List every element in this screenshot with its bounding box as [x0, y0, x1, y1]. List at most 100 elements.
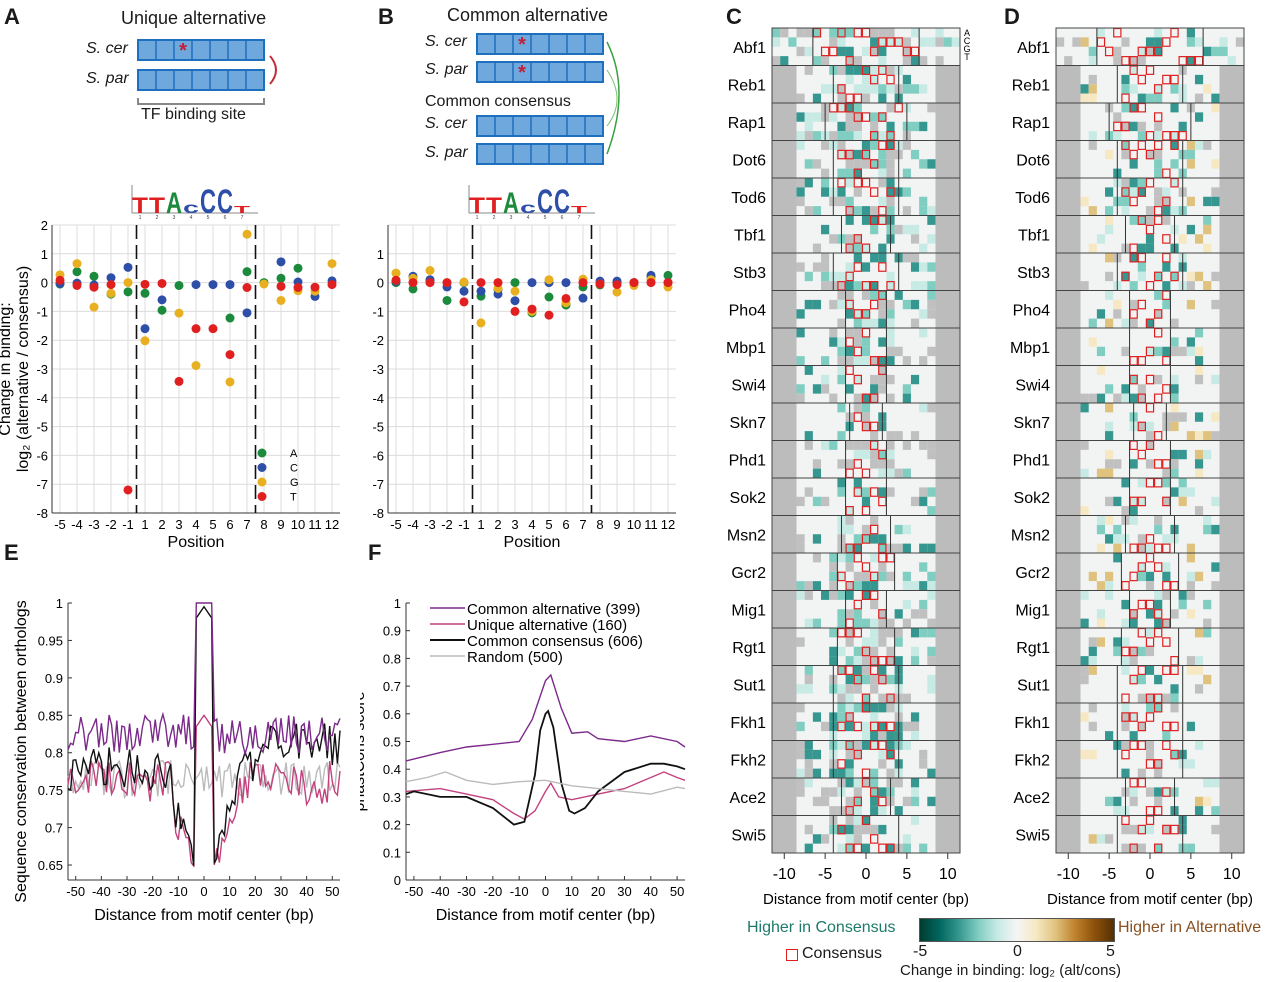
- heatmap-cell: [910, 609, 920, 619]
- consensus-box: [853, 262, 863, 272]
- heatmap-cell: [821, 271, 830, 282]
- heatmap-cell: [1145, 421, 1155, 432]
- heatmap-row-label: Mig1: [1015, 602, 1050, 619]
- heatmap-cell: [853, 65, 862, 75]
- heatmap-cell: [853, 403, 862, 413]
- heatmap-cell: [1129, 843, 1138, 853]
- x-tick-label: 4: [528, 517, 535, 532]
- consensus-box: [845, 271, 854, 282]
- colorbar: [919, 918, 1115, 942]
- heatmap-cell: [804, 665, 813, 675]
- heatmap-row: [771, 665, 961, 704]
- heatmap-cell: [870, 628, 879, 638]
- heatmap-cell: [1145, 749, 1155, 760]
- y-tick-label: 0.75: [38, 783, 63, 798]
- heatmap-cell: [1080, 93, 1089, 103]
- heatmap-cell: [1137, 178, 1146, 188]
- heatmap-row-label: Dot6: [1016, 152, 1050, 169]
- heatmap-cell: [1170, 159, 1179, 169]
- consensus-box: [861, 112, 871, 122]
- heatmap-cell: [1154, 346, 1163, 357]
- heatmap-cell: [1170, 487, 1179, 497]
- heatmap-cell: [861, 46, 871, 57]
- data-point-T: [527, 304, 537, 314]
- consensus-box: [861, 646, 871, 657]
- heatmap-cell: [821, 356, 830, 366]
- heatmap-cell: [1105, 731, 1114, 741]
- heatmap-cell: [894, 778, 903, 788]
- heatmap-cell: [878, 703, 887, 713]
- heatmap-cell: [821, 262, 830, 272]
- heatmap-cell: [796, 328, 805, 338]
- heatmap-cell: [1211, 196, 1220, 207]
- heatmap-cell: [902, 56, 911, 66]
- mutation-asterisk: *: [518, 62, 526, 84]
- heatmap-row: [1055, 665, 1245, 704]
- heatmap-cell: [919, 121, 928, 132]
- heatmap-row-label: Tbf1: [1018, 227, 1050, 244]
- heatmap-cell: [1121, 721, 1130, 732]
- heatmap-cell: [1080, 468, 1089, 478]
- heatmap-cell: [1194, 74, 1204, 85]
- heatmap-cell: [812, 553, 822, 563]
- heatmap-cell: [837, 356, 846, 366]
- heatmap-cell: [1145, 346, 1155, 357]
- heatmap-cell: [861, 656, 871, 666]
- heatmap-cell: [1080, 440, 1089, 450]
- heatmap-cell: [845, 299, 854, 310]
- heatmap-cell: [1088, 637, 1097, 647]
- heatmap-cell: [878, 168, 887, 178]
- heatmap-cell: [861, 665, 871, 675]
- heatmap-cell: [861, 159, 871, 169]
- heatmap-cell: [919, 37, 928, 47]
- data-point-T: [510, 306, 520, 316]
- heatmap-cell: [1162, 693, 1171, 703]
- heatmap-cell: [772, 37, 781, 47]
- x-tick-label: -40: [431, 884, 450, 899]
- x-tick-label: 5: [545, 517, 552, 532]
- x-tick-label: -10: [1057, 866, 1080, 883]
- heatmap-row: [771, 440, 961, 479]
- heatmap-cell: [1096, 468, 1106, 478]
- heatmap-row: [771, 290, 961, 329]
- heatmap-row-label: Mbp1: [1010, 340, 1050, 357]
- heatmap-cell: [796, 28, 805, 38]
- heatmap-cell: [1137, 56, 1146, 66]
- heatmap-cell: [837, 187, 846, 197]
- heatmap-cell: [837, 140, 846, 150]
- heatmap-row: [771, 27, 961, 66]
- heatmap-cell: [1227, 56, 1236, 66]
- heatmap-cell: [845, 384, 854, 394]
- heatmap-cell: [845, 56, 854, 66]
- heatmap-cell: [796, 778, 805, 788]
- data-point-T: [476, 278, 486, 288]
- heatmap-row: [1055, 215, 1245, 254]
- heatmap-cell: [845, 637, 854, 647]
- data-point-T: [459, 297, 469, 307]
- heatmap-cell: [919, 440, 928, 450]
- heatmap-cell: [845, 506, 854, 516]
- heatmap-cell: [919, 628, 928, 638]
- heatmap-cell: [1162, 346, 1171, 357]
- heatmap-cell: [1203, 515, 1212, 525]
- x-tick-label: 10: [565, 884, 579, 899]
- heatmap-cell: [910, 628, 920, 638]
- y-tick-label: 1: [394, 596, 401, 611]
- heatmap-cell: [1121, 665, 1130, 675]
- consensus-box: [1145, 759, 1155, 769]
- heatmap-cell: [878, 28, 887, 38]
- heatmap-cell: [829, 234, 838, 244]
- panel-b-consensus-par: S. par: [425, 144, 468, 161]
- consensus-box: [869, 487, 879, 497]
- heatmap-cell: [1088, 140, 1097, 150]
- heatmap-cell: [870, 74, 879, 85]
- heatmap-cell: [812, 243, 822, 253]
- heatmap-cell: [1211, 159, 1220, 169]
- heatmap-cell: [1186, 609, 1195, 619]
- consensus-box: [853, 234, 863, 244]
- panel-b-species-par: S. par: [425, 61, 468, 78]
- heatmap-cell: [1154, 159, 1163, 169]
- heatmap-cell: [1088, 393, 1097, 403]
- heatmap-cell: [845, 656, 854, 666]
- x-tick-label: 10: [939, 866, 957, 883]
